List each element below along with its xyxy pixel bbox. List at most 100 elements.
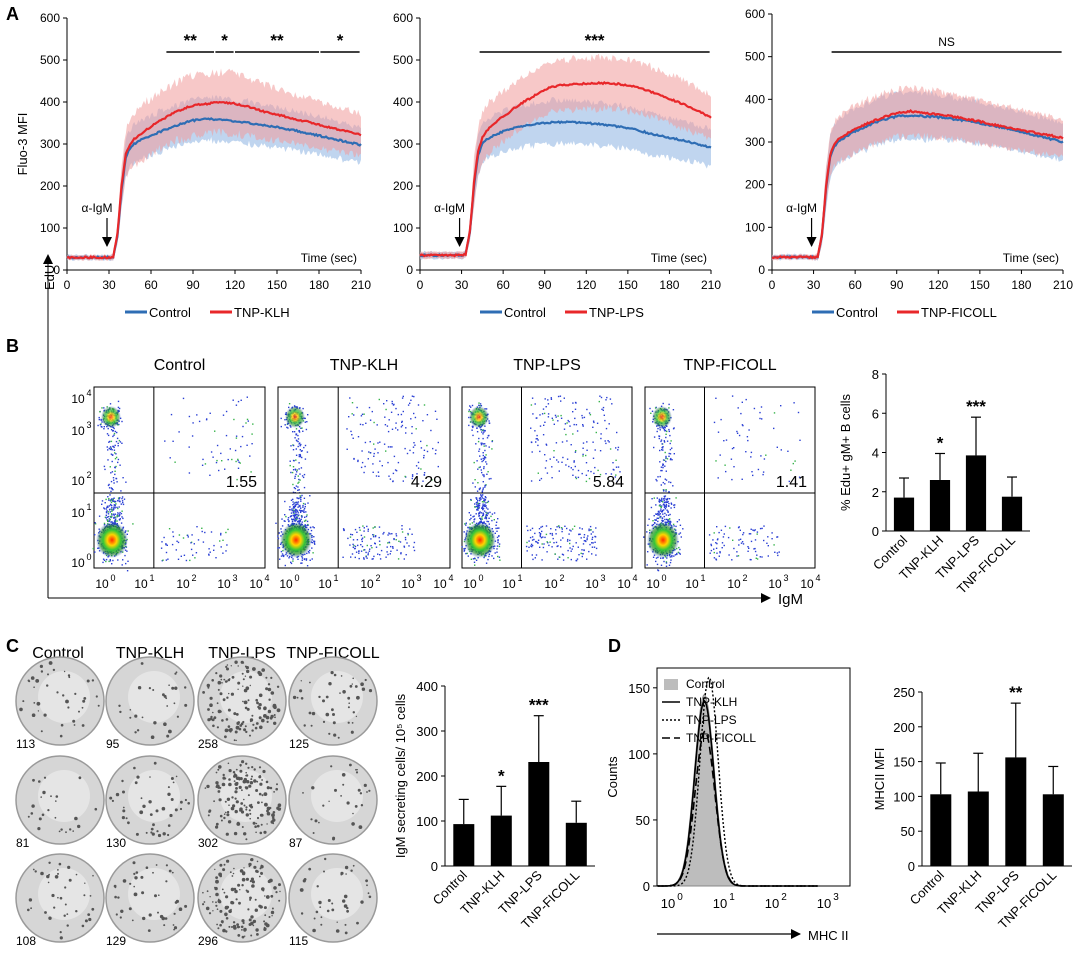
spot: [219, 863, 223, 867]
event-dot: [379, 558, 382, 560]
event-dot: [659, 475, 661, 478]
spot: [262, 889, 265, 892]
well-column-title: TNP-KLH: [116, 645, 184, 662]
spot: [230, 887, 235, 892]
x-decade-label: 10: [249, 577, 263, 591]
event-dot: [297, 489, 299, 491]
spot: [212, 724, 215, 728]
event-dot: [423, 457, 425, 459]
stimulus-label: α-IgM: [82, 201, 113, 215]
event-dot: [411, 474, 414, 476]
spot: [163, 694, 167, 698]
event-dot: [582, 442, 585, 444]
event-dot: [599, 395, 601, 397]
event-dot: [411, 475, 414, 477]
event-dot: [600, 437, 602, 440]
event-dot: [665, 433, 667, 435]
x-decade-exponent: 3: [833, 892, 839, 903]
spot: [176, 715, 179, 718]
event-dot: [483, 499, 485, 502]
event-dot: [541, 530, 543, 533]
event-dot: [587, 535, 589, 537]
spot: [67, 706, 70, 709]
event-dot: [172, 531, 174, 533]
spot: [77, 824, 81, 829]
event-dot: [291, 520, 294, 523]
event-dot: [210, 531, 213, 533]
event-dot: [670, 521, 672, 523]
spot: [258, 904, 262, 908]
event-dot: [499, 559, 501, 561]
event-dot: [303, 511, 305, 513]
event-dot: [375, 475, 378, 477]
well-spot-count: 258: [198, 737, 218, 751]
event-dot: [713, 557, 716, 559]
event-dot: [392, 404, 395, 406]
event-dot: [586, 449, 588, 451]
spot: [215, 822, 219, 826]
spot: [180, 800, 183, 804]
event-dot: [482, 487, 484, 489]
event-dot: [165, 543, 167, 545]
event-dot: [787, 450, 789, 452]
spot: [150, 827, 154, 831]
spot: [342, 690, 346, 694]
spot: [31, 713, 36, 717]
spot: [166, 734, 170, 738]
event-dot: [535, 438, 537, 440]
event-dot: [491, 519, 493, 522]
spot: [83, 894, 86, 897]
event-dot: [741, 401, 743, 403]
spot: [46, 684, 49, 687]
event-dot: [360, 544, 362, 546]
event-dot: [479, 403, 482, 405]
event-dot: [593, 546, 596, 548]
event-dot: [750, 456, 752, 458]
event-dot: [753, 407, 756, 410]
spot: [136, 729, 140, 732]
event-dot: [411, 533, 413, 535]
event-dot: [530, 427, 532, 429]
elispot-well: 81: [15, 755, 105, 850]
event-dot: [116, 506, 118, 509]
event-dot: [293, 512, 295, 515]
event-dot: [496, 545, 499, 547]
event-dot: [589, 414, 592, 416]
spot: [366, 791, 368, 793]
event-dot: [479, 466, 481, 468]
event-dot: [103, 508, 106, 510]
event-dot: [660, 505, 662, 508]
event-dot: [118, 439, 121, 442]
event-dot: [754, 550, 757, 553]
event-dot: [117, 500, 119, 502]
event-dot: [293, 515, 295, 517]
event-dot: [552, 537, 554, 540]
event-dot: [413, 442, 415, 444]
event-dot: [342, 528, 345, 530]
event-dot: [302, 476, 305, 479]
event-dot: [486, 520, 488, 523]
spot: [350, 869, 353, 872]
event-dot: [484, 443, 486, 445]
event-dot: [300, 510, 302, 513]
spot: [242, 678, 245, 681]
spot: [234, 660, 238, 664]
event-dot: [530, 543, 533, 546]
spot: [225, 832, 229, 836]
event-dot: [478, 404, 480, 406]
event-dot: [470, 498, 472, 501]
spot: [347, 706, 350, 709]
significance-label: **: [270, 31, 284, 50]
event-dot: [767, 555, 769, 557]
spot: [153, 721, 157, 725]
event-dot: [369, 452, 372, 454]
event-dot: [663, 489, 665, 491]
event-dot: [398, 540, 400, 542]
event-dot: [204, 531, 206, 534]
x-tick-label: 0: [769, 278, 776, 292]
event-dot: [372, 527, 374, 529]
event-dot: [667, 511, 669, 513]
event-dot: [663, 429, 665, 431]
